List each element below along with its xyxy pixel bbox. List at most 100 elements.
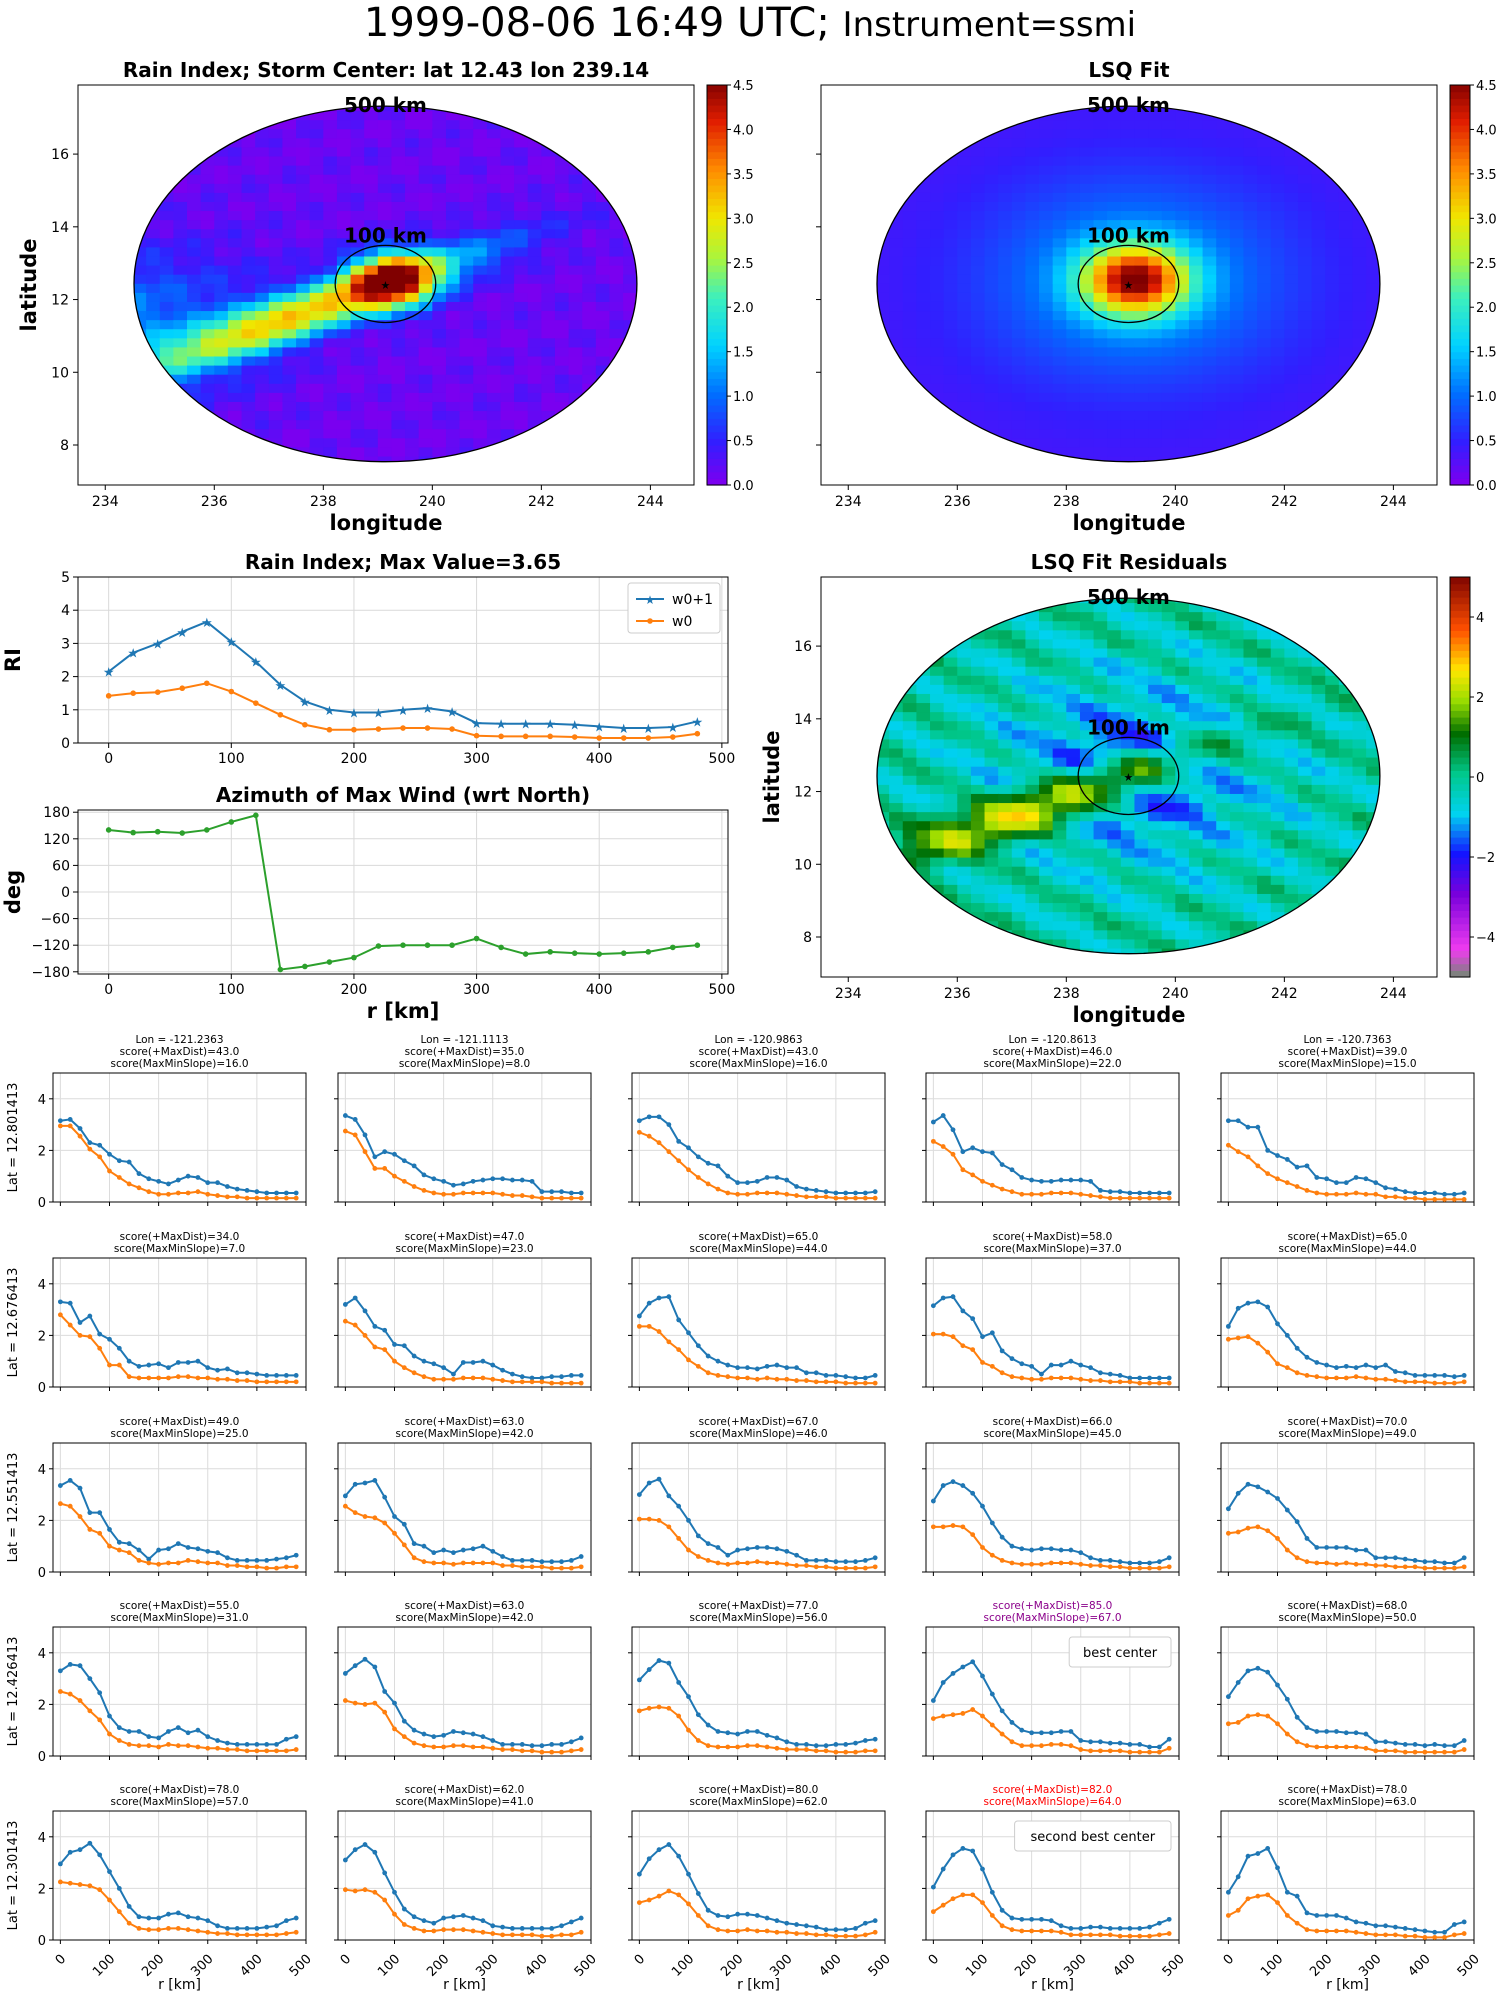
annotation-label: best center xyxy=(1083,1646,1158,1661)
data-point xyxy=(1451,1560,1457,1566)
colorbar-tick-label: 0.0 xyxy=(1476,479,1497,494)
data-point xyxy=(1451,1374,1457,1380)
data-point xyxy=(823,1372,829,1378)
panel-score-label: score(+MaxDist)=39.0 xyxy=(1288,1046,1408,1058)
data-point xyxy=(862,1380,868,1386)
chart-ylabel: deg xyxy=(1,870,25,914)
y-tick-label: 180 xyxy=(43,805,70,821)
data-point xyxy=(375,726,382,732)
panel-score-label: score(+MaxDist)=46.0 xyxy=(993,1046,1113,1058)
map-field-cells xyxy=(134,106,637,462)
data-point xyxy=(1078,1932,1084,1938)
data-point xyxy=(274,1379,279,1385)
data-point xyxy=(1422,1379,1428,1385)
data-point xyxy=(862,1920,868,1926)
data-point xyxy=(686,1901,691,1907)
data-point xyxy=(392,1342,397,1347)
data-point xyxy=(1117,1740,1123,1746)
data-point xyxy=(666,1660,672,1666)
panel-score-label: score(+MaxDist)=65.0 xyxy=(1288,1231,1408,1243)
colorbar-tick-label: 0.5 xyxy=(733,435,754,450)
data-point xyxy=(549,1565,555,1571)
data-point xyxy=(853,1740,858,1746)
data-point xyxy=(166,1925,171,1931)
data-point xyxy=(1275,1721,1280,1727)
data-point xyxy=(1156,1559,1162,1565)
data-point xyxy=(725,1744,731,1750)
data-point xyxy=(686,1167,691,1173)
data-point xyxy=(539,1564,545,1570)
data-point xyxy=(342,1113,348,1118)
data-point xyxy=(234,1932,240,1938)
profile-panel: Lon = -120.8613score(+MaxDist)=46.0score… xyxy=(922,1034,1180,1206)
axes-frame xyxy=(925,1810,1180,1941)
data-point xyxy=(1029,1363,1035,1369)
data-point xyxy=(950,1127,956,1133)
x-tick-label: 400 xyxy=(817,1952,845,1980)
data-point xyxy=(1363,1375,1369,1381)
data-point xyxy=(411,1555,417,1561)
data-point xyxy=(1048,1730,1054,1736)
data-point xyxy=(1068,1925,1074,1931)
map-title: LSQ Fit Residuals xyxy=(1031,550,1228,574)
data-point xyxy=(1029,1191,1035,1197)
data-point xyxy=(1383,1563,1388,1568)
data-point xyxy=(853,1925,858,1931)
data-point xyxy=(87,1708,93,1714)
data-point xyxy=(1088,1178,1093,1184)
map-ylabel: latitude xyxy=(760,731,784,824)
data-point xyxy=(449,942,455,948)
data-point xyxy=(1284,1696,1290,1702)
panel-score-label: score(MaxMinSlope)=16.0 xyxy=(110,1058,248,1070)
data-point xyxy=(126,1550,132,1556)
data-point xyxy=(470,1731,476,1737)
data-point xyxy=(1422,1749,1428,1755)
data-point xyxy=(784,1365,790,1371)
axes-frame xyxy=(631,1257,886,1388)
data-point xyxy=(764,1375,770,1381)
data-point xyxy=(421,1928,427,1934)
data-point xyxy=(823,1932,829,1938)
data-point xyxy=(1451,1191,1457,1197)
data-point xyxy=(283,1918,289,1924)
data-point xyxy=(205,1548,211,1554)
y-tick-label: 0 xyxy=(61,885,70,901)
data-point xyxy=(872,1372,878,1378)
data-point xyxy=(1265,1349,1271,1355)
data-point xyxy=(77,1333,83,1338)
data-point xyxy=(490,1923,496,1929)
data-point xyxy=(1078,1376,1084,1382)
data-point xyxy=(411,1370,417,1376)
data-point xyxy=(228,688,235,695)
data-point xyxy=(1127,1190,1133,1196)
panel-xlabel: r [km] xyxy=(443,1977,486,1993)
legend: ★ w0+1w0 xyxy=(627,582,721,634)
data-point xyxy=(1334,1375,1339,1381)
series-line xyxy=(59,1841,297,1930)
data-point xyxy=(401,1365,407,1371)
data-point xyxy=(645,735,652,741)
data-point xyxy=(509,1193,515,1198)
map-field-cells xyxy=(877,106,1380,462)
data-point xyxy=(1442,1935,1447,1940)
data-point xyxy=(833,1565,839,1571)
circle-label-500km: 500 km xyxy=(344,93,427,117)
data-point xyxy=(568,1932,574,1938)
colorbar-tick-label: 3.5 xyxy=(733,168,754,183)
data-point xyxy=(519,1374,525,1380)
data-point xyxy=(1363,1931,1369,1936)
data-point xyxy=(372,1154,378,1160)
data-point xyxy=(559,1923,564,1929)
data-point xyxy=(853,1190,858,1196)
y-tick-label: 0 xyxy=(38,1750,46,1765)
data-point xyxy=(725,1173,731,1179)
data-point xyxy=(107,1731,112,1737)
data-point xyxy=(185,1743,191,1749)
data-point xyxy=(1225,1506,1231,1512)
data-point xyxy=(764,1744,770,1750)
y-tick-label: 4 xyxy=(38,1831,46,1846)
data-point xyxy=(813,1748,819,1754)
data-point xyxy=(1019,1191,1025,1197)
data-point xyxy=(539,1375,545,1381)
data-point xyxy=(745,1743,750,1749)
